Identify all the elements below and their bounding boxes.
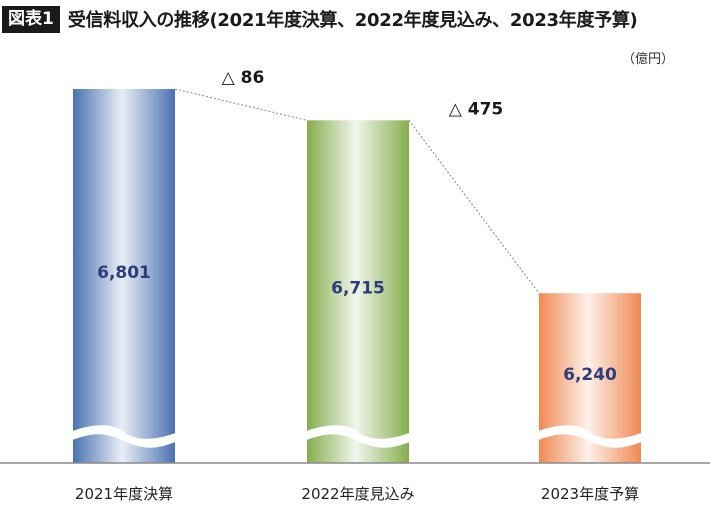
difference-annotation-0: △ 86	[222, 68, 265, 88]
figure-badge: 図表1	[2, 5, 60, 33]
bar-1	[307, 120, 409, 463]
value-label-1: 6,715	[331, 279, 385, 299]
unit-label: （億円）	[621, 52, 674, 67]
axis-break-0	[70, 425, 178, 448]
chart-title: 受信料収入の推移(2021年度決算、2022年度見込み、2023年度予算)	[67, 10, 638, 31]
category-label-0: 2021年度決算	[75, 485, 173, 503]
category-label-1: 2022年度見込み	[301, 485, 414, 503]
connector-line-0	[174, 88, 308, 121]
chart-header: 図表1 受信料収入の推移(2021年度決算、2022年度見込み、2023年度予算…	[0, 4, 710, 34]
value-label-0: 6,801	[97, 263, 151, 283]
category-label-2: 2023年度予算	[541, 485, 639, 503]
value-label-2: 6,240	[563, 365, 617, 385]
axis-break-2	[536, 425, 644, 448]
axis-break-1	[304, 425, 412, 448]
connector-line-1	[408, 120, 540, 294]
difference-annotation-1: △ 475	[449, 99, 503, 119]
bar-0	[73, 89, 175, 463]
